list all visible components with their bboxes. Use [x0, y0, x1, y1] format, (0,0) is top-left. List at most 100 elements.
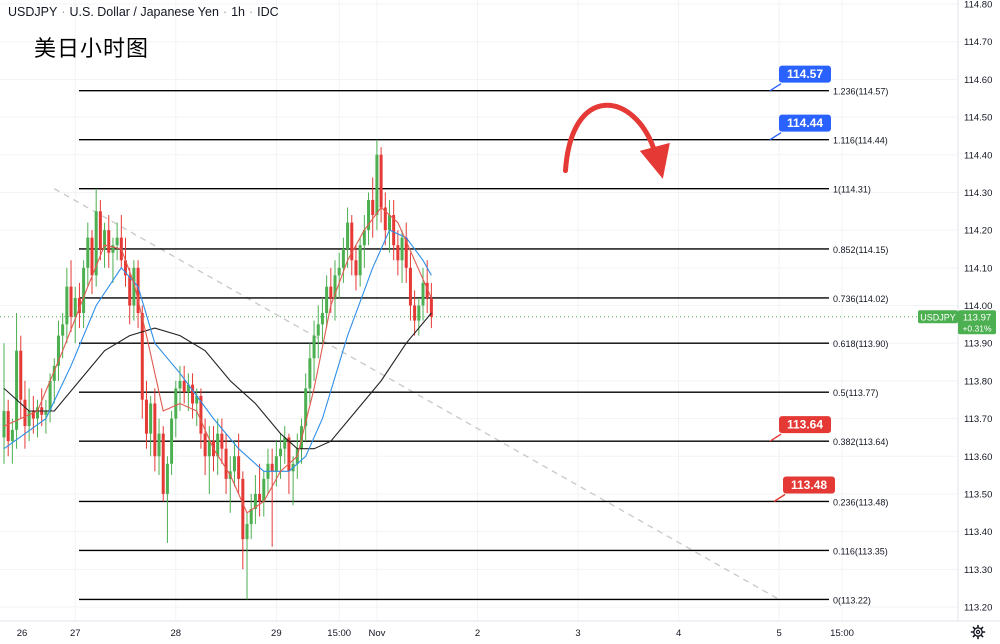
candle-body: [375, 154, 379, 216]
candle-body: [111, 245, 115, 253]
candle-body: [195, 395, 199, 404]
candle: [153, 388, 157, 472]
candle-body: [144, 399, 148, 434]
fib-level-label: 0.236(113.48): [833, 497, 888, 507]
candle-body: [279, 448, 283, 457]
y-tick-label: 114.40: [964, 150, 992, 161]
candle: [191, 373, 195, 419]
candle-body: [421, 282, 425, 306]
candle: [6, 399, 10, 457]
ma-mid-line: [3, 229, 432, 472]
y-tick-label: 114.70: [964, 37, 992, 48]
fib-retracement[interactable]: 1.236(114.57) 1.116(114.44) 1(114.31) 0.852…: [79, 87, 888, 606]
interval-label[interactable]: 1h: [231, 5, 245, 19]
candle-body: [52, 365, 56, 381]
instrument-name: U.S. Dollar / Japanese Yen: [69, 5, 219, 19]
candle: [220, 418, 224, 464]
candle-body: [203, 433, 207, 457]
y-tick-label: 114.10: [964, 263, 992, 274]
price-tag-114-57[interactable]: 114.57: [769, 65, 831, 92]
candle-body: [90, 237, 94, 276]
candle: [115, 222, 119, 261]
symbol-label[interactable]: USDJPY: [8, 5, 58, 19]
candle-body: [408, 267, 412, 306]
gear-icon[interactable]: [970, 624, 986, 640]
chart-header: USDJPY · U.S. Dollar / Japanese Yen · 1h · IDC: [8, 5, 279, 19]
candle: [237, 433, 241, 494]
candle: [228, 456, 232, 513]
candle: [36, 399, 40, 438]
candle-body: [31, 411, 35, 419]
candle-body: [103, 230, 107, 249]
candle: [253, 475, 257, 525]
candle: [371, 177, 375, 238]
candle: [350, 215, 354, 276]
candle: [111, 237, 115, 283]
tag-label: 114.57: [787, 67, 823, 81]
candle-body: [140, 313, 144, 400]
level-tags[interactable]: 114.57 114.44 113.64 113.48: [769, 65, 835, 503]
price-tag-113-64[interactable]: 113.64: [769, 416, 831, 442]
candle: [421, 267, 425, 321]
candle-body: [304, 388, 308, 427]
candle: [316, 305, 320, 359]
candle-body: [82, 267, 86, 314]
grid: [0, 0, 958, 621]
candle-body: [333, 275, 337, 298]
candle: [354, 245, 358, 291]
fib-level-label: 0.116(113.35): [833, 546, 888, 556]
candle: [119, 215, 123, 268]
candle-body: [165, 463, 169, 494]
x-tick-label: 4: [676, 628, 681, 639]
candle-body: [325, 286, 329, 314]
candle: [199, 388, 203, 449]
fib-level-label: 1.236(114.57): [833, 87, 888, 97]
candle-body: [77, 297, 81, 314]
price-axis[interactable]: 114.80 114.70 114.60 114.50 114.40 114.30 114.…: [918, 0, 996, 621]
candle-body: [425, 282, 429, 298]
candle-body: [270, 463, 274, 472]
y-tick-label: 114.20: [964, 226, 992, 237]
candle-body: [329, 286, 333, 298]
candle-body: [153, 403, 157, 457]
candle: [44, 399, 48, 434]
candle-body: [19, 350, 23, 400]
price-tag-114-44[interactable]: 114.44: [769, 114, 831, 141]
time-axis[interactable]: 26 27 28 29 15:00 Nov 2 3 4 5 15:00: [0, 620, 1000, 639]
candle-body: [61, 324, 65, 336]
candle: [249, 493, 253, 540]
candle: [404, 222, 408, 283]
candle: [358, 237, 362, 287]
candle-body: [182, 380, 186, 393]
trendline[interactable]: [53, 188, 780, 601]
candle: [86, 222, 90, 287]
last-price-box[interactable]: [958, 310, 996, 335]
x-tick-label: 29: [271, 628, 282, 639]
candle: [400, 230, 404, 283]
candle: [132, 260, 136, 321]
candle-body: [253, 493, 257, 510]
candle: [379, 147, 383, 223]
last-price-label: 113.97: [963, 312, 991, 323]
candle-body: [371, 199, 375, 216]
candle: [392, 199, 396, 261]
candle-body: [2, 411, 6, 438]
tag-pointer: [769, 83, 782, 92]
candle-body: [383, 207, 387, 231]
candle: [417, 297, 421, 336]
x-tick-label: 2: [475, 628, 480, 639]
y-tick-label: 113.90: [964, 339, 992, 350]
price-tag-113-48[interactable]: 113.48: [773, 476, 835, 503]
candle: [216, 418, 220, 476]
trendline-line[interactable]: [53, 188, 780, 601]
y-tick-label: 113.20: [964, 603, 992, 614]
candle-body: [94, 211, 98, 276]
candle-body: [157, 433, 161, 457]
candle: [203, 418, 207, 476]
candle-body: [23, 399, 27, 427]
candle-body: [283, 437, 287, 449]
y-tick-label: 114.60: [964, 75, 992, 86]
candle-body: [44, 411, 48, 415]
candle-body: [161, 433, 165, 494]
